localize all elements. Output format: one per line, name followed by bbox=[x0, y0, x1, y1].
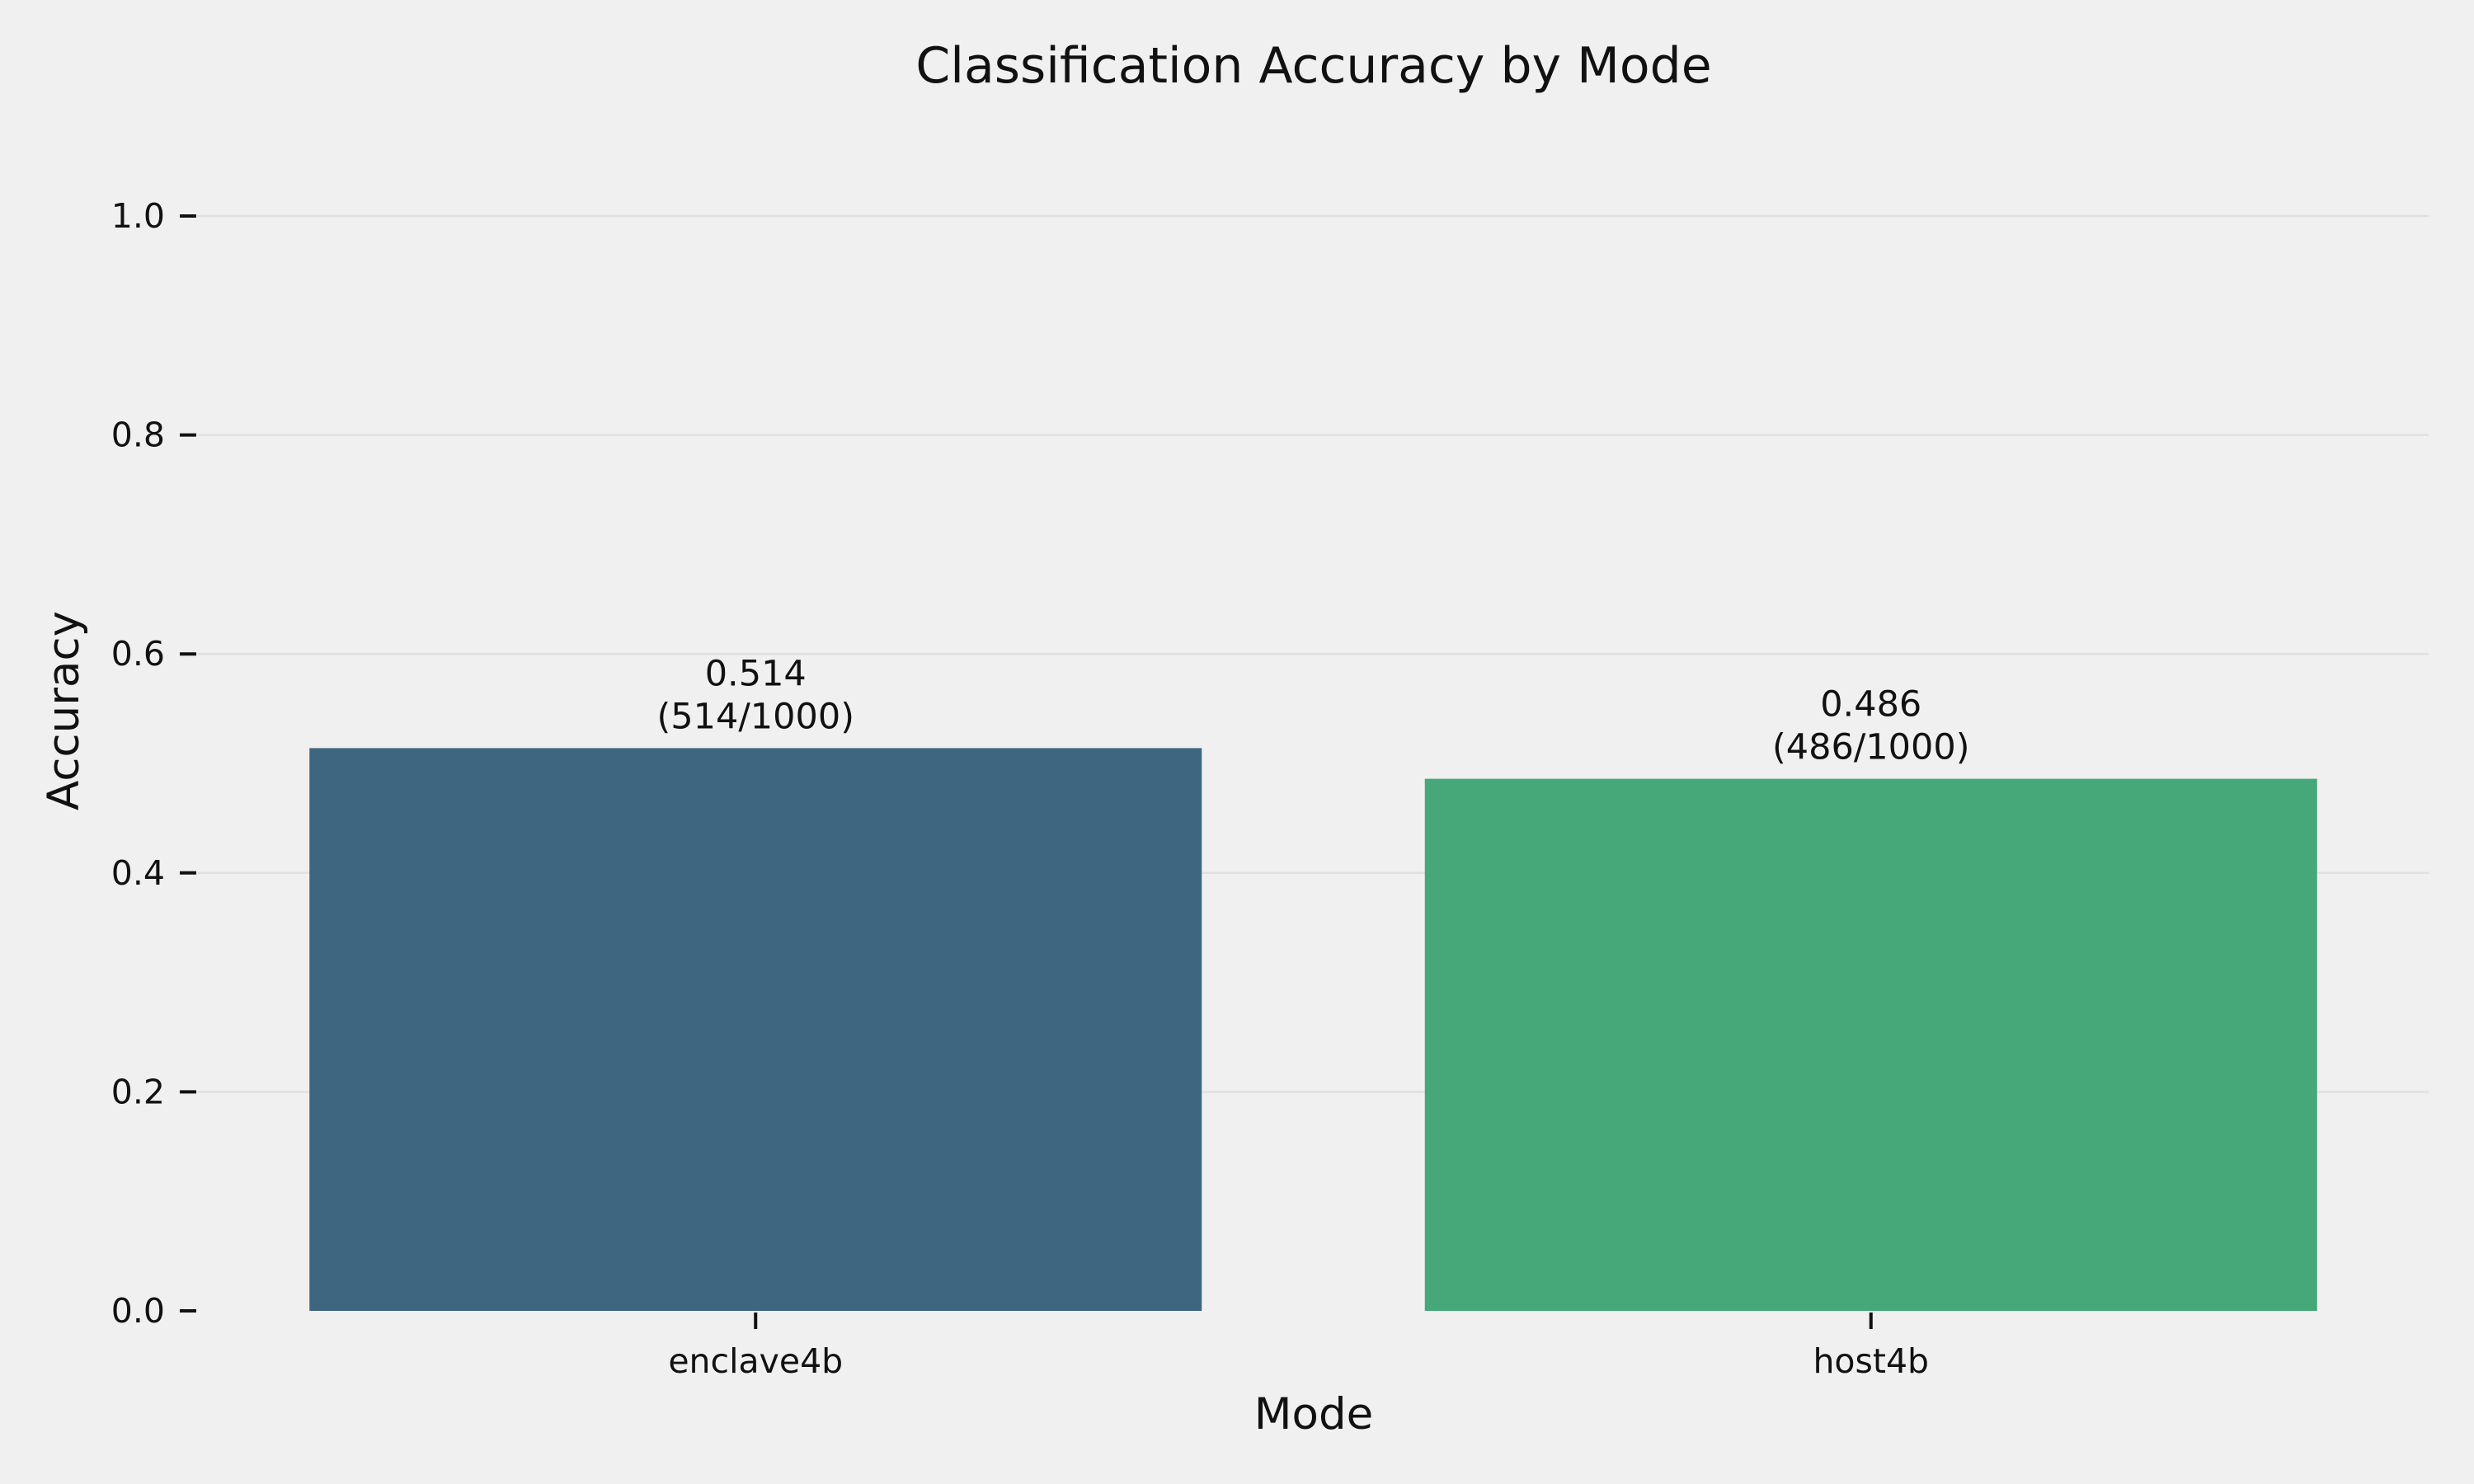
y-tick-label: 0.4 bbox=[111, 853, 165, 893]
x-axis-label: Mode bbox=[1254, 1389, 1373, 1439]
x-tick-label: enclave4b bbox=[668, 1341, 843, 1381]
y-tick-label: 0.8 bbox=[111, 416, 165, 455]
x-tick-label: host4b bbox=[1813, 1341, 1929, 1381]
bar-layer bbox=[309, 748, 2317, 1311]
bar-value-label: 0.514 bbox=[705, 653, 807, 694]
data-labels: 0.514(514/1000) 0.486(486/1000) bbox=[656, 653, 1969, 768]
bar-value-label: 0.486 bbox=[1820, 684, 1921, 726]
y-axis-ticks: 0.0 0.2 0.4 0.6 0.8 1.0 bbox=[111, 196, 196, 1331]
x-axis-ticks: enclave4b host4b bbox=[668, 1313, 1929, 1381]
y-axis-label: Accuracy bbox=[39, 611, 89, 810]
chart-title: Classification Accuracy by Mode bbox=[915, 37, 1711, 95]
bar-count-label: (514/1000) bbox=[656, 696, 854, 737]
bar-enclave4b bbox=[309, 748, 1202, 1311]
y-tick-label: 1.0 bbox=[111, 196, 165, 236]
bar-count-label: (486/1000) bbox=[1772, 727, 1970, 768]
y-tick-label: 0.6 bbox=[111, 634, 165, 674]
y-tick-label: 0.0 bbox=[111, 1291, 165, 1331]
bar-host4b bbox=[1424, 778, 2317, 1311]
y-tick-label: 0.2 bbox=[111, 1072, 165, 1111]
